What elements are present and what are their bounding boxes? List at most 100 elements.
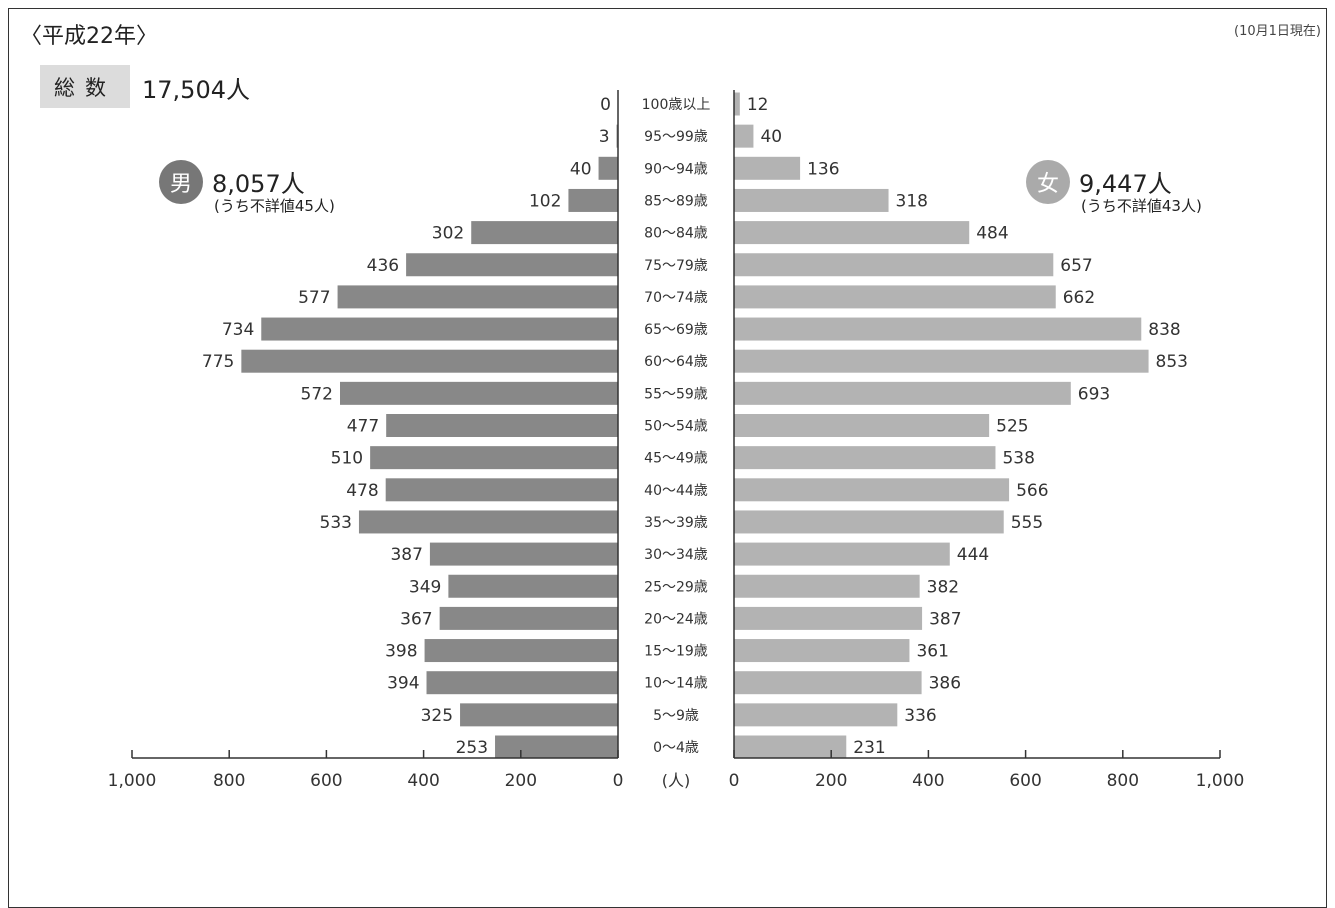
female-x-tick-label: 600	[1009, 771, 1041, 791]
age-group-label: 70〜74歳	[644, 290, 708, 306]
age-group-label: 35〜39歳	[644, 515, 708, 531]
female-value-label: 657	[1060, 256, 1092, 276]
age-group-label: 50〜54歳	[644, 419, 708, 435]
male-x-tick-label: 600	[310, 771, 342, 791]
male-bar	[471, 221, 618, 245]
age-group-label: 75〜79歳	[644, 258, 708, 274]
female-bar	[734, 703, 898, 727]
female-bar	[734, 446, 996, 470]
female-bar	[734, 221, 970, 245]
male-bar	[385, 478, 618, 502]
male-value-label: 510	[331, 449, 363, 469]
age-group-label: 85〜89歳	[644, 193, 708, 209]
male-value-label: 533	[320, 513, 352, 533]
male-bar	[370, 446, 618, 470]
female-bar	[734, 542, 950, 566]
male-bar	[261, 317, 618, 341]
male-x-tick-label: 1,000	[108, 771, 157, 791]
male-value-label: 387	[390, 545, 422, 565]
male-value-label: 436	[367, 256, 399, 276]
male-value-label: 398	[385, 642, 417, 662]
female-value-label: 853	[1156, 352, 1188, 372]
age-group-label: 0〜4歳	[653, 740, 699, 756]
male-value-label: 775	[202, 352, 234, 372]
age-group-label: 55〜59歳	[644, 386, 708, 402]
female-bar	[734, 606, 923, 630]
male-value-label: 302	[432, 224, 464, 244]
age-group-label: 90〜94歳	[644, 161, 708, 177]
female-bar	[734, 349, 1149, 373]
female-value-label: 336	[904, 706, 936, 726]
female-bar	[734, 671, 922, 695]
age-group-label: 25〜29歳	[644, 579, 708, 595]
female-note: (うち不詳値43人)	[1081, 197, 1202, 215]
age-group-label: 100歳以上	[642, 97, 711, 113]
male-x-tick-label: 200	[505, 771, 537, 791]
male-bar	[337, 285, 618, 309]
female-value-label: 662	[1063, 288, 1095, 308]
female-x-tick-label: 400	[912, 771, 944, 791]
age-group-label: 45〜49歳	[644, 451, 708, 467]
female-bar	[734, 92, 740, 116]
male-total: 8,057人	[212, 170, 305, 198]
age-group-label: 80〜84歳	[644, 226, 708, 242]
male-x-tick-label: 800	[213, 771, 245, 791]
male-value-label: 577	[298, 288, 330, 308]
female-badge: 女	[1026, 160, 1070, 204]
female-bar	[734, 574, 920, 598]
age-group-label: 60〜64歳	[644, 354, 708, 370]
male-bar	[495, 735, 618, 759]
female-bar	[734, 188, 889, 212]
female-bar	[734, 285, 1056, 309]
female-value-label: 484	[976, 224, 1008, 244]
male-bar	[460, 703, 618, 727]
female-bar	[734, 156, 801, 180]
female-value-label: 12	[747, 95, 769, 115]
male-bar	[439, 606, 618, 630]
date-note: (10月1日現在)	[1234, 24, 1321, 39]
age-group-label: 5〜9歳	[653, 708, 699, 724]
female-bar	[734, 124, 754, 148]
male-bar	[386, 414, 618, 437]
female-value-label: 838	[1148, 320, 1180, 340]
male-value-label: 394	[387, 674, 419, 694]
female-bar	[734, 735, 847, 759]
male-bar	[426, 671, 618, 695]
male-badge: 男	[159, 160, 203, 204]
male-x-tick-label: 400	[407, 771, 439, 791]
female-value-label: 444	[957, 545, 989, 565]
female-value-label: 40	[760, 127, 782, 147]
x-axis-unit-label: (人)	[662, 771, 691, 790]
age-group-label: 15〜19歳	[644, 644, 708, 660]
male-value-label: 349	[409, 577, 441, 597]
male-value-label: 477	[347, 417, 379, 437]
male-bar	[424, 639, 618, 663]
male-value-label: 734	[222, 320, 254, 340]
female-value-label: 538	[1002, 449, 1034, 469]
age-group-label: 40〜44歳	[644, 483, 708, 499]
female-bar	[734, 253, 1054, 277]
female-total: 9,447人	[1079, 170, 1172, 198]
female-value-label: 555	[1011, 513, 1043, 533]
male-bar	[429, 542, 618, 566]
age-group-label: 10〜14歳	[644, 676, 708, 692]
male-bar	[568, 188, 618, 212]
chart-title: 〈平成22年〉	[20, 24, 158, 49]
male-bar	[340, 381, 618, 405]
male-value-label: 478	[346, 481, 378, 501]
population-pyramid: 0 12 100歳以上 3 40 95〜99歳 40 136 90〜94歳 102 318 85〜89…	[108, 90, 1244, 791]
male-value-label: 102	[529, 191, 561, 211]
male-bar	[598, 156, 618, 180]
age-group-label: 20〜24歳	[644, 611, 708, 627]
male-value-label: 40	[570, 159, 592, 179]
age-group-label: 30〜34歳	[644, 547, 708, 563]
female-x-tick-label: 0	[729, 771, 740, 791]
female-value-label: 318	[896, 191, 928, 211]
female-bar	[734, 414, 990, 437]
male-note: (うち不詳値45人)	[214, 197, 335, 215]
female-bar	[734, 639, 910, 663]
female-value-label: 525	[996, 417, 1028, 437]
female-value-label: 566	[1016, 481, 1048, 501]
female-value-label: 231	[853, 738, 885, 758]
female-value-label: 693	[1078, 384, 1110, 404]
